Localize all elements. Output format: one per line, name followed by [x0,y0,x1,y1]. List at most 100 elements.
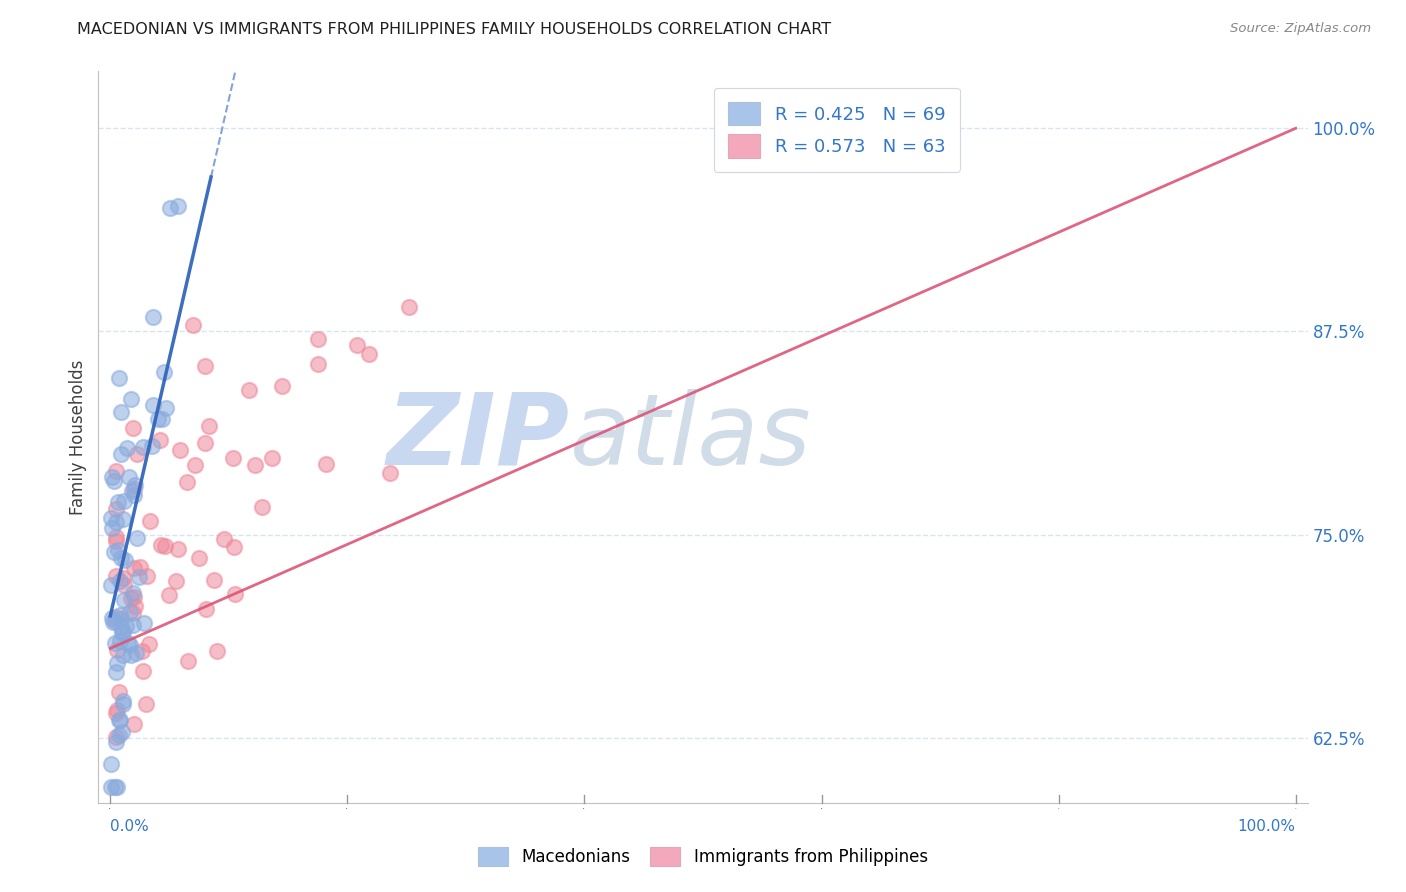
Point [146,412,169,426]
Point [115,619,138,633]
Point [149,434,172,448]
Point [122,560,145,574]
Point [125,646,148,660]
Point [100,610,122,624]
Point [150,538,173,552]
Point [127,532,149,546]
Point [121,483,143,498]
Point [131,440,153,454]
Point [111,571,134,585]
Point [105,706,128,720]
Point [184,458,207,472]
Point [224,587,246,601]
Text: Source: ZipAtlas.com: Source: ZipAtlas.com [1230,22,1371,36]
Point [194,359,217,373]
Point [177,654,200,668]
Point [153,540,176,554]
Point [105,464,128,478]
Point [111,626,134,640]
Point [111,693,134,707]
Text: ZIP: ZIP [387,389,569,485]
Point [105,703,128,717]
Point [181,318,204,333]
Point [100,757,122,772]
Point [238,383,260,397]
Point [115,441,138,455]
Point [131,644,153,658]
Point [222,450,245,465]
Point [105,643,128,657]
Point [121,421,143,435]
Text: MACEDONIAN VS IMMIGRANTS FROM PHILIPPINES FAMILY HOUSEHOLDS CORRELATION CHART: MACEDONIAN VS IMMIGRANTS FROM PHILIPPINE… [77,22,831,37]
Point [120,648,142,662]
Point [100,470,122,484]
Point [100,511,122,525]
Point [380,466,402,480]
Point [315,457,337,471]
Point [142,310,165,324]
Point [194,435,217,450]
Point [107,542,129,557]
Point [398,300,420,314]
Point [114,553,136,567]
Point [122,618,145,632]
Point [107,728,129,742]
Point [142,399,165,413]
Point [110,612,132,626]
Point [103,474,125,488]
Point [176,475,198,489]
Point [111,725,134,739]
Point [112,493,135,508]
Point [120,591,142,605]
Point [104,614,127,628]
Point [139,514,162,528]
Point [107,371,129,385]
Point [187,551,209,566]
Point [198,419,221,434]
Point [100,578,122,592]
Point [118,605,141,619]
Point [166,542,188,557]
Point [346,338,368,352]
Point [127,447,149,461]
Point [110,620,132,634]
Point [105,730,128,744]
Point [108,607,131,622]
Point [107,713,129,727]
Point [224,541,246,555]
Point [260,450,283,465]
Point [307,332,329,346]
Point [132,664,155,678]
Point [104,636,127,650]
Point [124,477,146,491]
Point [111,697,134,711]
Point [122,590,145,604]
Text: 0.0%: 0.0% [110,819,149,834]
Point [120,392,142,407]
Point [124,488,146,502]
Point [159,201,181,215]
Point [105,780,128,794]
Point [103,545,125,559]
Point [205,644,228,658]
Point [169,442,191,457]
Point [138,637,160,651]
Point [135,697,157,711]
Point [121,606,143,620]
Point [105,569,128,583]
Point [124,482,146,496]
Point [107,495,129,509]
Point [108,713,131,727]
Point [105,533,128,548]
Point [243,458,266,473]
Point [195,602,218,616]
Point [167,199,190,213]
Point [122,717,145,731]
Point [128,560,150,574]
Point [108,634,131,648]
Point [124,599,146,614]
Point [105,530,128,544]
Point [103,780,125,794]
Point [100,780,122,794]
Point [105,502,128,516]
